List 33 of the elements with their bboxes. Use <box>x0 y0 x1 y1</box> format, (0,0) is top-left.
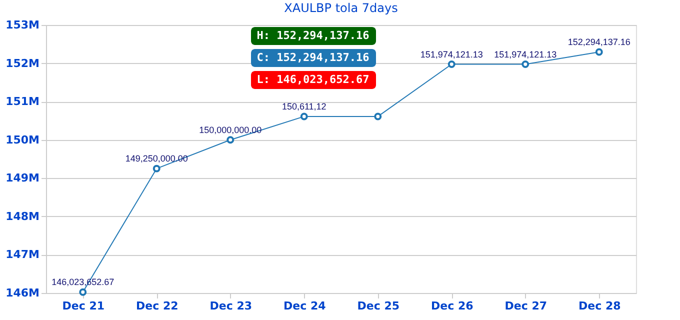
y-tick-label: 152M <box>6 56 40 70</box>
point <box>300 112 308 120</box>
chart-title: XAULBP tola 7days <box>284 1 398 15</box>
y-tick-label: 147M <box>6 248 40 262</box>
annotation: L: 146,023,652.67 <box>256 73 370 86</box>
x-tick-label: Dec 28 <box>578 300 621 312</box>
data-label: 152,294,137.16 <box>568 37 630 48</box>
data-label: 150,000,000.00 <box>199 124 262 135</box>
x-tick-label: Dec 24 <box>284 300 326 312</box>
data-label: 151,974,121.13 <box>420 49 483 60</box>
point <box>595 48 603 56</box>
y-tick-label: 148M <box>6 210 40 223</box>
y-tick-label: 146M <box>6 286 40 300</box>
y-tick-label: 153M <box>6 18 40 32</box>
point <box>522 60 530 68</box>
point <box>448 60 456 68</box>
point <box>374 112 382 120</box>
data-label: 150,611,12 <box>282 101 326 112</box>
y-tick-label: 150M <box>6 133 40 146</box>
data-label: 151,974,121.13 <box>494 49 557 60</box>
y-tick-label: 151M <box>6 95 40 108</box>
x-tick-label: Dec 22 <box>136 300 178 312</box>
annotation: C: 152,294,137.16 <box>256 51 370 64</box>
point <box>152 164 160 172</box>
x-tick-label: Dec 27 <box>504 300 547 312</box>
y-tick-label: 149M <box>6 172 40 185</box>
point <box>226 136 234 144</box>
x-tick-label: Dec 26 <box>431 300 474 312</box>
x-tick-label: Dec 21 <box>62 300 104 312</box>
x-tick-label: Dec 23 <box>210 300 252 312</box>
point <box>79 288 87 296</box>
annotation: H: 152,294,137.16 <box>256 29 370 42</box>
x-tick-label: Dec 25 <box>357 300 400 312</box>
